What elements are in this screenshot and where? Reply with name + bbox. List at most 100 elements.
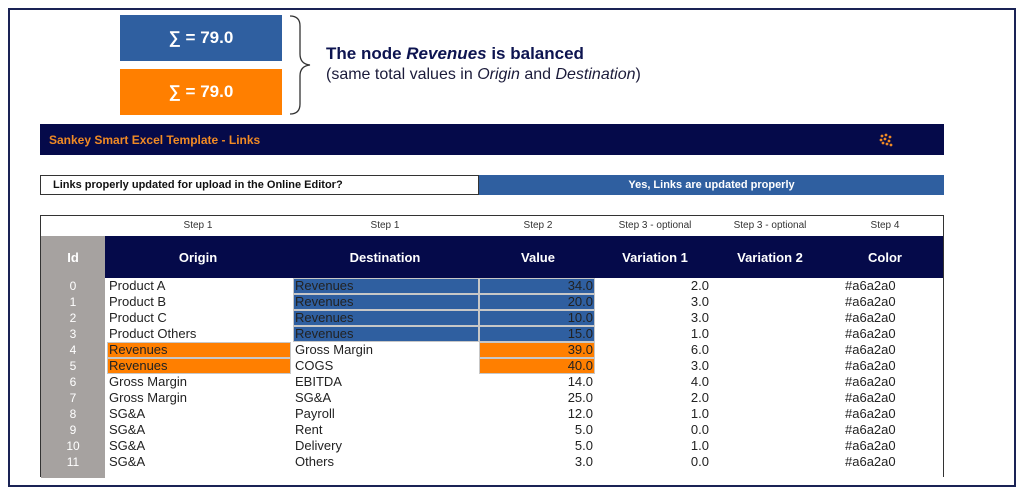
cell-variation-1[interactable]: 3.0	[690, 294, 709, 309]
cell-origin[interactable]: Product B	[109, 294, 167, 309]
node-name: Revenues	[406, 44, 487, 63]
cell-origin[interactable]: Product A	[109, 278, 166, 293]
cell-origin[interactable]: SG&A	[109, 438, 146, 453]
cell-id[interactable]: 5	[69, 359, 77, 373]
cell-id[interactable]: 9	[69, 423, 77, 437]
sum-blue-box: ∑ = 79.0	[120, 15, 282, 61]
cell-variation-1[interactable]: 0.0	[690, 422, 709, 437]
cell-value[interactable]: 10.0	[479, 310, 595, 326]
cell-value[interactable]: 12.0	[567, 406, 593, 421]
cell-id[interactable]: 1	[69, 295, 77, 309]
cell-origin[interactable]: SG&A	[109, 406, 146, 421]
cell-origin[interactable]: SG&A	[109, 422, 146, 437]
upload-status-label: Links properly updated for upload in the…	[40, 175, 479, 195]
balance-note-subtitle: (same total values in Origin and Destina…	[326, 66, 641, 83]
cell-origin[interactable]: Gross Margin	[109, 374, 188, 389]
cell-destination[interactable]: Delivery	[295, 438, 342, 453]
cell-destination[interactable]: Rent	[295, 422, 323, 437]
cell-value[interactable]: 5.0	[574, 438, 593, 453]
header-destination: Destination	[349, 250, 421, 265]
cell-destination[interactable]: Revenues	[293, 326, 479, 342]
cell-destination[interactable]: Revenues	[293, 310, 479, 326]
cell-value[interactable]: 39.0	[479, 342, 595, 358]
cell-color[interactable]: #a6a2a0	[845, 438, 896, 453]
cell-variation-1[interactable]: 4.0	[690, 374, 709, 389]
cell-id[interactable]: 11	[66, 455, 80, 469]
cell-id[interactable]: 4	[69, 343, 77, 357]
cell-color[interactable]: #a6a2a0	[845, 294, 896, 309]
cell-id[interactable]: 6	[69, 375, 77, 389]
id-column	[41, 278, 105, 478]
cell-destination[interactable]: SG&A	[295, 390, 332, 405]
cell-destination[interactable]: EBITDA	[295, 374, 342, 389]
banner-title: Sankey Smart Excel Template - Links	[49, 132, 261, 147]
table-row: 2 Product C Revenues 10.0 3.0 #a6a2a0	[41, 310, 943, 326]
table-row: 10 SG&A Delivery 5.0 1.0 #a6a2a0	[41, 438, 943, 454]
cell-id[interactable]: 2	[69, 311, 77, 325]
cell-color[interactable]: #a6a2a0	[845, 326, 896, 341]
cell-destination[interactable]: Payroll	[295, 406, 335, 421]
cell-destination[interactable]: Revenues	[293, 278, 479, 294]
header-origin: Origin	[178, 250, 218, 265]
dots-logo-icon	[879, 133, 893, 147]
cell-variation-1[interactable]: 2.0	[690, 390, 709, 405]
step-label: Step 1	[183, 220, 213, 231]
cell-origin[interactable]: Product C	[109, 310, 167, 325]
cell-variation-1[interactable]: 1.0	[690, 438, 709, 453]
cell-variation-1[interactable]: 3.0	[690, 310, 709, 325]
table-header: Id Origin Destination Value Variation 1 …	[41, 236, 943, 278]
step-label: Step 3 - optional	[733, 220, 807, 231]
table-row: 8 SG&A Payroll 12.0 1.0 #a6a2a0	[41, 406, 943, 422]
cell-value[interactable]: 25.0	[567, 390, 593, 405]
table-row: 1 Product B Revenues 20.0 3.0 #a6a2a0	[41, 294, 943, 310]
table-row: 5 Revenues COGS 40.0 3.0 #a6a2a0	[41, 358, 943, 374]
cell-color[interactable]: #a6a2a0	[845, 454, 896, 469]
cell-destination[interactable]: Others	[295, 454, 335, 469]
cell-color[interactable]: #a6a2a0	[845, 342, 896, 357]
header-bar: Origin Destination Value Variation 1 Var…	[105, 236, 943, 278]
cell-variation-1[interactable]: 1.0	[690, 326, 709, 341]
step-label: Step 4	[870, 220, 900, 231]
cell-origin[interactable]: Gross Margin	[109, 390, 188, 405]
cell-id[interactable]: 10	[66, 439, 80, 453]
step-label: Step 3 - optional	[618, 220, 692, 231]
header-variation-2: Variation 2	[737, 250, 803, 265]
cell-destination[interactable]: Gross Margin	[295, 342, 374, 357]
cell-value[interactable]: 34.0	[479, 278, 595, 294]
cell-value[interactable]: 3.0	[574, 454, 593, 469]
header-color: Color	[868, 250, 902, 265]
cell-id[interactable]: 7	[69, 391, 77, 405]
cell-color[interactable]: #a6a2a0	[845, 390, 896, 405]
cell-variation-1[interactable]: 0.0	[690, 454, 709, 469]
table-row: 9 SG&A Rent 5.0 0.0 #a6a2a0	[41, 422, 943, 438]
cell-origin[interactable]: SG&A	[109, 454, 146, 469]
cell-origin[interactable]: Revenues	[107, 358, 291, 374]
cell-origin[interactable]: Revenues	[107, 342, 291, 358]
cell-id[interactable]: 8	[69, 407, 77, 421]
cell-variation-1[interactable]: 3.0	[690, 358, 709, 373]
cell-value[interactable]: 20.0	[479, 294, 595, 310]
cell-color[interactable]: #a6a2a0	[845, 358, 896, 373]
cell-value[interactable]: 5.0	[574, 422, 593, 437]
cell-value[interactable]: 40.0	[479, 358, 595, 374]
cell-id[interactable]: 0	[69, 279, 77, 293]
table-row: 7 Gross Margin SG&A 25.0 2.0 #a6a2a0	[41, 390, 943, 406]
cell-color[interactable]: #a6a2a0	[845, 406, 896, 421]
cell-color[interactable]: #a6a2a0	[845, 278, 896, 293]
sum-orange-box: ∑ = 79.0	[120, 69, 282, 115]
cell-color[interactable]: #a6a2a0	[845, 422, 896, 437]
table-row: 11 SG&A Others 3.0 0.0 #a6a2a0	[41, 454, 943, 470]
cell-id[interactable]: 3	[69, 327, 77, 341]
cell-value[interactable]: 14.0	[567, 374, 593, 389]
cell-variation-1[interactable]: 1.0	[690, 406, 709, 421]
cell-destination[interactable]: Revenues	[293, 294, 479, 310]
cell-destination[interactable]: COGS	[295, 358, 334, 373]
cell-color[interactable]: #a6a2a0	[845, 374, 896, 389]
header-id: Id	[41, 236, 105, 278]
balance-note-title: The node Revenues is balanced	[326, 44, 584, 63]
cell-color[interactable]: #a6a2a0	[845, 310, 896, 325]
cell-variation-1[interactable]: 2.0	[690, 278, 709, 293]
cell-value[interactable]: 15.0	[479, 326, 595, 342]
cell-origin[interactable]: Product Others	[109, 326, 197, 341]
cell-variation-1[interactable]: 6.0	[690, 342, 709, 357]
